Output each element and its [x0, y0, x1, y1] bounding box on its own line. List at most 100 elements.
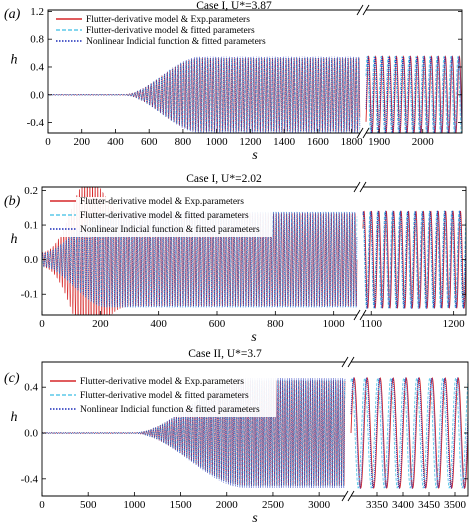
- y-axis-label: h: [11, 232, 18, 247]
- legend-label-2: Flutter-derivative model & fitted parame…: [80, 210, 249, 221]
- x-tick-label: 1800: [341, 136, 364, 148]
- y-tick-label: 0.1: [24, 220, 38, 232]
- y-tick-label: 0.2: [24, 185, 38, 197]
- right-axis-frame: [363, 186, 467, 316]
- right-axis-frame: [351, 361, 469, 497]
- axes-frame: [47, 4, 463, 139]
- x-tick-label: 1000: [123, 499, 146, 511]
- x-tick-label: 0: [45, 136, 51, 148]
- x-tick-label: 2000: [216, 499, 239, 511]
- series-line-right-3: [362, 210, 466, 309]
- series-line-left-2: [48, 57, 361, 132]
- panel-label: (b): [4, 194, 21, 209]
- legend-label-2: Flutter-derivative model & fitted parame…: [80, 390, 249, 401]
- x-tick-label: 0: [39, 318, 45, 330]
- panel-label: (c): [4, 371, 20, 386]
- x-tick-label: 2500: [262, 499, 285, 511]
- axis-break-mark: [356, 127, 364, 139]
- axis-break-mark: [353, 309, 361, 321]
- series-line-right-3: [350, 377, 468, 489]
- series-group: [42, 376, 468, 490]
- y-tick-label: 0.4: [24, 382, 38, 394]
- y-axis-label: h: [11, 410, 18, 425]
- series-line-right-3: [365, 56, 462, 133]
- x-axis-label: s: [252, 148, 258, 163]
- x-tick-label: 400: [150, 318, 167, 330]
- legend-background: [48, 197, 272, 237]
- y-tick-label: -0.4: [21, 473, 39, 485]
- x-tick-label: 3400: [392, 499, 415, 511]
- x-tick-label: 200: [73, 136, 90, 148]
- x-tick-label: 1900: [368, 136, 391, 148]
- x-tick-label: 1100: [360, 318, 382, 330]
- axis-break-mark: [341, 490, 349, 502]
- series-group: [48, 55, 462, 133]
- axis-break-mark: [362, 127, 370, 139]
- axis-break-mark: [362, 4, 370, 16]
- y-tick-label: -0.4: [27, 117, 45, 129]
- panel-title: Case I, U*=2.02: [186, 173, 262, 185]
- axes-frame: [41, 181, 467, 321]
- series-line-right-2: [362, 210, 466, 309]
- y-tick-label: 0.0: [30, 89, 44, 101]
- x-tick-label: 3500: [444, 499, 467, 511]
- x-tick-label: 1200: [239, 136, 262, 148]
- x-tick-label: 1500: [170, 499, 193, 511]
- series-line-right-2: [350, 377, 468, 489]
- legend-label-1: Flutter-derivative model & Exp.parameter…: [80, 377, 244, 387]
- chart-panel-3: -0.40.00.40 500 1000 1500 2000 2500 3000 3350 34…: [4, 348, 469, 526]
- axis-break-mark: [353, 181, 361, 193]
- x-tick-label: 1200: [443, 318, 466, 330]
- axis-break-mark: [356, 4, 364, 16]
- x-tick-label: 3350: [366, 499, 389, 511]
- panel-label: (a): [4, 7, 21, 22]
- legend-label-3: Nonlinear Indicial function & fitted par…: [80, 404, 260, 415]
- left-axis-frame: [41, 186, 357, 316]
- axis-break-mark: [341, 356, 349, 368]
- series-line-right-2: [365, 55, 462, 133]
- legend: Flutter-derivative model & Exp.parameter…: [48, 377, 276, 417]
- legend-label-1: Flutter-derivative model & Exp.parameter…: [86, 15, 250, 25]
- legend: Flutter-derivative model & Exp.parameter…: [54, 15, 278, 49]
- right-axis-frame: [366, 9, 463, 134]
- legend-label-3: Nonlinear Indicial function & fitted par…: [86, 36, 266, 47]
- series-line-right-1: [362, 210, 466, 309]
- axis-break-mark: [359, 309, 367, 321]
- x-tick-label: 400: [107, 136, 124, 148]
- legend-label-2: Flutter-derivative model & fitted parame…: [86, 25, 255, 36]
- legend: Flutter-derivative model & Exp.parameter…: [48, 197, 272, 237]
- x-tick-label: 800: [175, 136, 192, 148]
- axes-frame: [41, 356, 469, 502]
- y-tick-label: -0.1: [21, 289, 38, 301]
- chart-panel-2: -0.1 0.0 0.1 0.2 0 200 400 600 800 1000 1100 1200 s h…: [4, 173, 467, 345]
- x-tick-label: 1000: [323, 318, 346, 330]
- x-tick-label: 600: [209, 318, 226, 330]
- axis-break-mark: [347, 490, 355, 502]
- left-axis-frame: [47, 9, 360, 134]
- x-tick-label: 500: [80, 499, 97, 511]
- y-tick-label: 0.8: [30, 34, 44, 46]
- y-axis-label: h: [11, 53, 18, 68]
- x-axis-label: s: [251, 330, 257, 345]
- series-line-right-1: [350, 376, 468, 490]
- series-line-left-3: [42, 378, 346, 488]
- x-tick-label: 200: [92, 318, 109, 330]
- chart-panel-1: -0.4 0.0 0.4 0.8 1.2 0 200 400 600 800 1000 1200 140…: [4, 0, 463, 163]
- legend-label-3: Nonlinear Indicial function & fitted par…: [80, 224, 260, 235]
- x-axis-label: s: [252, 511, 258, 526]
- y-tick-label: 0.0: [24, 254, 38, 266]
- panel-title: Case I, U*=3.87: [196, 0, 272, 12]
- legend-label-1: Flutter-derivative model & Exp.parameter…: [80, 197, 244, 207]
- y-tick-label: 1.2: [30, 6, 44, 18]
- panel-title: Case II, U*=3.7: [188, 348, 262, 360]
- x-tick-label: 1000: [206, 136, 229, 148]
- axis-break-mark: [347, 356, 355, 368]
- series-line-left-2: [42, 379, 346, 487]
- x-tick-label: 1400: [273, 136, 296, 148]
- x-tick-label: 0: [39, 499, 45, 511]
- y-tick-label: 0.4: [30, 61, 44, 73]
- series-line-left-3: [48, 56, 361, 133]
- x-tick-label: 800: [267, 318, 284, 330]
- x-tick-label: 600: [141, 136, 158, 148]
